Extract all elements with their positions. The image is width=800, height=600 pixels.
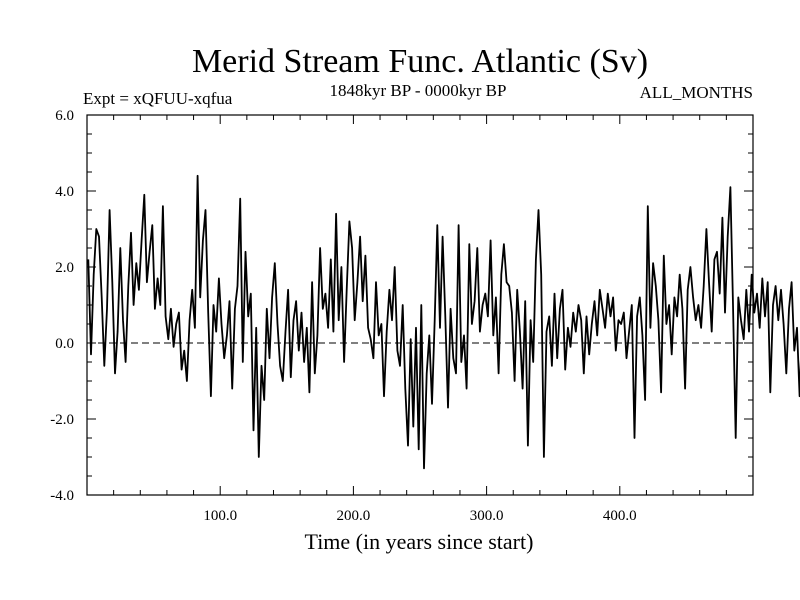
x-tick-label: 200.0	[337, 508, 371, 524]
x-tick-label: 100.0	[203, 508, 237, 524]
x-tick-label: 400.0	[603, 508, 637, 524]
series-line	[87, 174, 800, 470]
x-tick-label: 300.0	[470, 508, 504, 524]
y-tick-label: 6.0	[55, 108, 74, 124]
y-tick-label: -4.0	[50, 488, 74, 504]
plot-frame	[86, 114, 754, 496]
x-axis-label: Time (in years since start)	[305, 529, 534, 554]
time-range-label: 1848kyr BP - 0000kyr BP	[330, 81, 507, 100]
chart-title: Merid Stream Func. Atlantic (Sv)	[192, 43, 648, 80]
months-label: ALL_MONTHS	[640, 83, 753, 102]
y-tick-label: 4.0	[55, 184, 74, 200]
y-tick-label: -2.0	[50, 412, 74, 428]
y-tick-label: 2.0	[55, 260, 74, 276]
series-group	[87, 174, 800, 470]
experiment-label: Expt = xQFUU-xqfua	[83, 89, 233, 108]
y-tick-label: 0.0	[55, 336, 74, 352]
